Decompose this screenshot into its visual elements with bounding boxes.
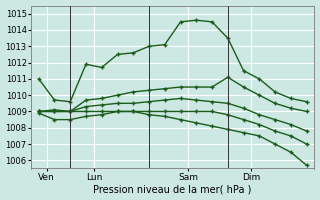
X-axis label: Pression niveau de la mer( hPa ): Pression niveau de la mer( hPa ) (93, 184, 252, 194)
